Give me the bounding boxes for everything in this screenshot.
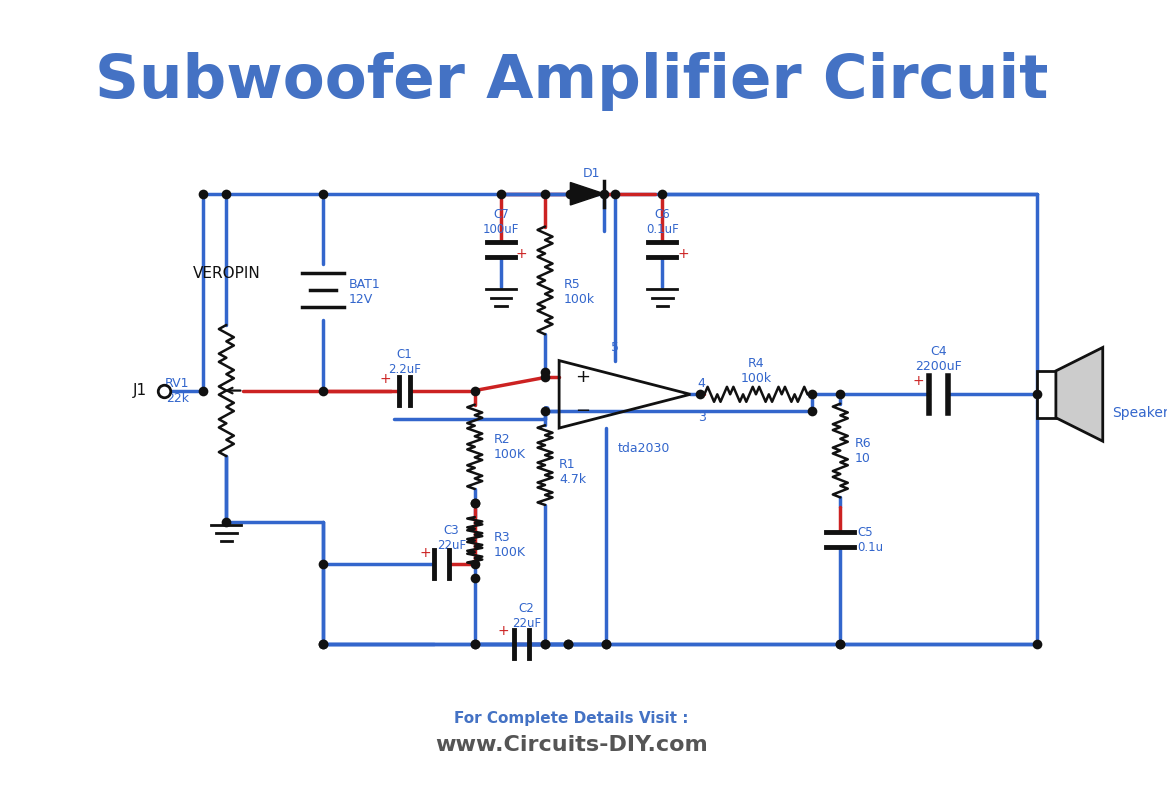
- Text: Subwoofer Amplifier Circuit: Subwoofer Amplifier Circuit: [95, 52, 1048, 111]
- Text: R5
100k: R5 100k: [564, 279, 595, 306]
- Text: For Complete Details Visit :: For Complete Details Visit :: [454, 711, 689, 726]
- Text: C6
0.1uF: C6 0.1uF: [645, 207, 678, 236]
- Text: 1: 1: [541, 371, 550, 384]
- Text: R4
100k: R4 100k: [740, 357, 771, 385]
- Text: D1: D1: [584, 167, 601, 180]
- Text: Speaker: Speaker: [1112, 406, 1167, 420]
- Text: +: +: [380, 373, 392, 386]
- Polygon shape: [571, 183, 605, 205]
- Text: R6
10: R6 10: [854, 437, 871, 464]
- Text: R1
4.7k: R1 4.7k: [559, 458, 586, 486]
- Text: −: −: [575, 402, 591, 421]
- Bar: [1037, 371, 1056, 417]
- Text: C3
22uF: C3 22uF: [436, 523, 466, 551]
- Text: 4: 4: [698, 377, 706, 389]
- Text: BAT1
12V: BAT1 12V: [349, 279, 380, 306]
- Text: +: +: [575, 369, 591, 386]
- Text: R2
100K: R2 100K: [494, 433, 525, 460]
- Text: www.Circuits-DIY.com: www.Circuits-DIY.com: [435, 735, 707, 755]
- Text: VEROPIN: VEROPIN: [193, 266, 260, 281]
- Text: C4
2200uF: C4 2200uF: [915, 345, 962, 373]
- Text: +: +: [497, 623, 509, 638]
- Text: +: +: [677, 247, 689, 261]
- Text: R3
100K: R3 100K: [494, 531, 525, 559]
- Text: C1
2.2uF: C1 2.2uF: [387, 349, 421, 377]
- Text: +: +: [516, 247, 527, 261]
- Text: C7
100uF: C7 100uF: [483, 207, 519, 236]
- Text: +: +: [419, 546, 431, 559]
- Text: +: +: [913, 374, 924, 388]
- Text: J1: J1: [133, 383, 147, 398]
- Polygon shape: [1056, 347, 1103, 441]
- Text: tda2030: tda2030: [617, 442, 670, 455]
- Text: C2
22uF: C2 22uF: [512, 602, 540, 630]
- Text: C5
0.1u: C5 0.1u: [858, 526, 883, 554]
- Text: 3: 3: [698, 411, 706, 425]
- Text: 2: 2: [541, 405, 550, 417]
- Text: 5: 5: [612, 341, 620, 354]
- Text: RV1
22k: RV1 22k: [165, 377, 189, 405]
